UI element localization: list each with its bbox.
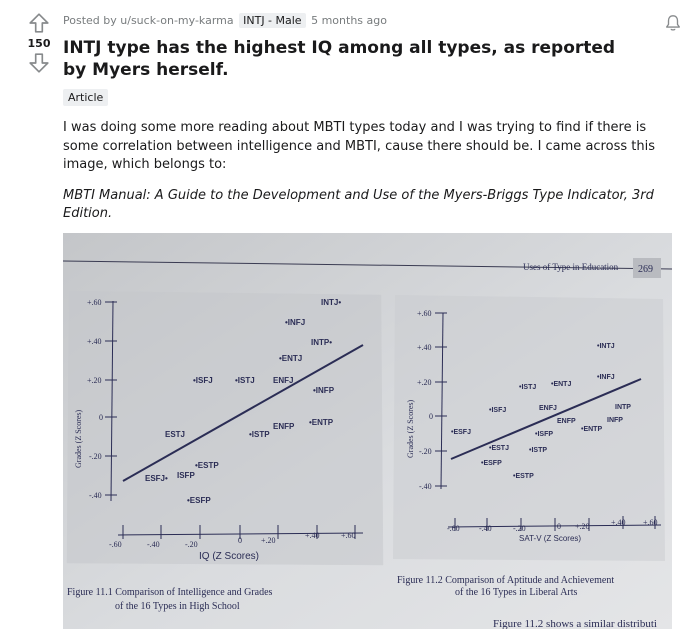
type-label: •ESFP [187,496,211,505]
post-body: I was doing some more reading about MBTI… [63,119,663,224]
type-label: ENFP [273,422,295,431]
type-label: •ISTJ [235,376,255,385]
fig2-xtick: 0 [557,522,561,531]
type-label: ENFP [557,418,576,425]
post-image[interactable]: Uses of Type in Education 269 +.60 +.40 … [63,233,672,629]
type-label: •ISTP [529,447,547,454]
user-flair: INTJ - Male [239,13,306,28]
type-label: INTP [615,404,631,411]
type-label: ESTJ [165,430,185,439]
fig1-xtick: +.20 [261,536,276,545]
fig2-ylabel: Grades (Z Scores) [406,399,415,458]
fig2-xtick: +.40 [611,518,626,527]
fig1-ytick: -.20 [89,452,102,461]
type-label: •ISTP [249,430,270,439]
type-label: •ENTJ [551,381,571,388]
fig2-xtick: +.60 [643,518,658,527]
fig2-ytick: +.60 [417,309,432,318]
page-footer-text: Figure 11.2 shows a similar distributi [493,618,657,629]
type-label: ESFJ• [145,474,168,483]
fig2-ytick: +.20 [417,378,432,387]
type-label: ENFJ [539,405,557,412]
fig2-xtick: -.40 [479,524,492,533]
fig1-ylabel: Grades (Z Scores) [74,409,83,468]
type-label: ENFJ [273,376,293,385]
type-label: •ENTJ [279,354,302,363]
post-time[interactable]: 5 months ago [311,14,387,27]
type-label: •ESTP [513,473,534,480]
vote-column: 150 [22,12,56,74]
fig1-xtick: -.60 [109,540,122,549]
fig1-caption: Figure 11.1 Comparison of Intelligence a… [67,587,273,598]
fig2-caption: Figure 11.2 Comparison of Aptitude and A… [397,575,614,586]
type-label: •ESFJ [451,429,471,436]
fig2-caption: of the 16 Types in Liberal Arts [455,587,578,598]
fig2-xtick: -.20 [513,524,526,533]
fig2-xlabel: SAT-V (Z Scores) [519,534,581,543]
type-label: •ENTP [581,426,602,433]
book-page-photo: Uses of Type in Education 269 +.60 +.40 … [63,233,672,629]
fig2-ytick: +.40 [417,343,432,352]
type-label: •ISFJ [489,407,506,414]
type-label: •ISTJ [519,384,536,391]
type-label: •INFJ [285,318,305,327]
fig2-ytick: -.40 [419,482,432,491]
vote-score: 150 [27,37,51,50]
fig1-xtick: 0 [238,536,242,545]
body-paragraph: I was doing some more reading about MBTI… [63,120,655,172]
fig1-xtick: -.20 [185,540,198,549]
page-header: Uses of Type in Education [523,262,619,272]
type-label: •INTJ [597,343,615,350]
post-flair-tag[interactable]: Article [63,89,109,106]
fig1-caption: of the 16 Types in High School [115,601,240,612]
fig1-xlabel: IQ (Z Scores) [199,551,259,562]
fig1-ytick: +.40 [87,337,102,346]
fig2-ytick: -.20 [419,447,432,456]
type-label: •ENTP [309,418,334,427]
posted-by-label: Posted by [63,14,117,27]
type-label: •INFJ [597,374,615,381]
type-label: •ISFP [535,431,553,438]
fig1-ytick: -.40 [89,491,102,500]
type-label: •ESTP [195,461,219,470]
upvote-arrow-icon[interactable] [28,12,50,34]
notification-bell-icon[interactable] [664,14,682,32]
post-title[interactable]: INTJ type has the highest IQ among all t… [63,38,616,80]
type-label: •ESTJ [489,445,509,452]
fig1-ytick: +.60 [87,298,102,307]
type-label: INFP [607,417,623,424]
figure-11-1: +.60 +.40 +.20 0 -.20 -.40 Grades (Z Sco… [66,290,384,612]
page-number: 269 [638,264,653,275]
fig1-xtick: +.60 [341,531,356,540]
type-label: INTJ• [321,298,341,307]
fig2-xtick: -.60 [447,524,460,533]
downvote-arrow-icon[interactable] [28,52,50,74]
fig2-ytick: 0 [429,412,433,421]
type-label: INTP• [311,338,332,347]
type-label: •ESFP [481,460,502,467]
fig1-xtick: +.40 [305,531,320,540]
type-label: •ISFJ [193,376,213,385]
fig1-xtick: -.40 [147,540,160,549]
citation-text: MBTI Manual: A Guide to the Development … [63,187,654,222]
figure-11-2: +.60 +.40 +.20 0 -.20 -.40 Grades (Z Sco… [393,295,665,598]
post-meta: Posted by u/suck-on-my-karma INTJ - Male… [63,13,387,28]
author-link[interactable]: u/suck-on-my-karma [120,14,234,27]
type-label: ISFP [177,471,195,480]
fig2-xtick: +.20 [575,522,590,531]
fig1-ytick: +.20 [87,376,102,385]
type-label: •INFP [313,386,335,395]
fig1-ytick: 0 [99,413,103,422]
